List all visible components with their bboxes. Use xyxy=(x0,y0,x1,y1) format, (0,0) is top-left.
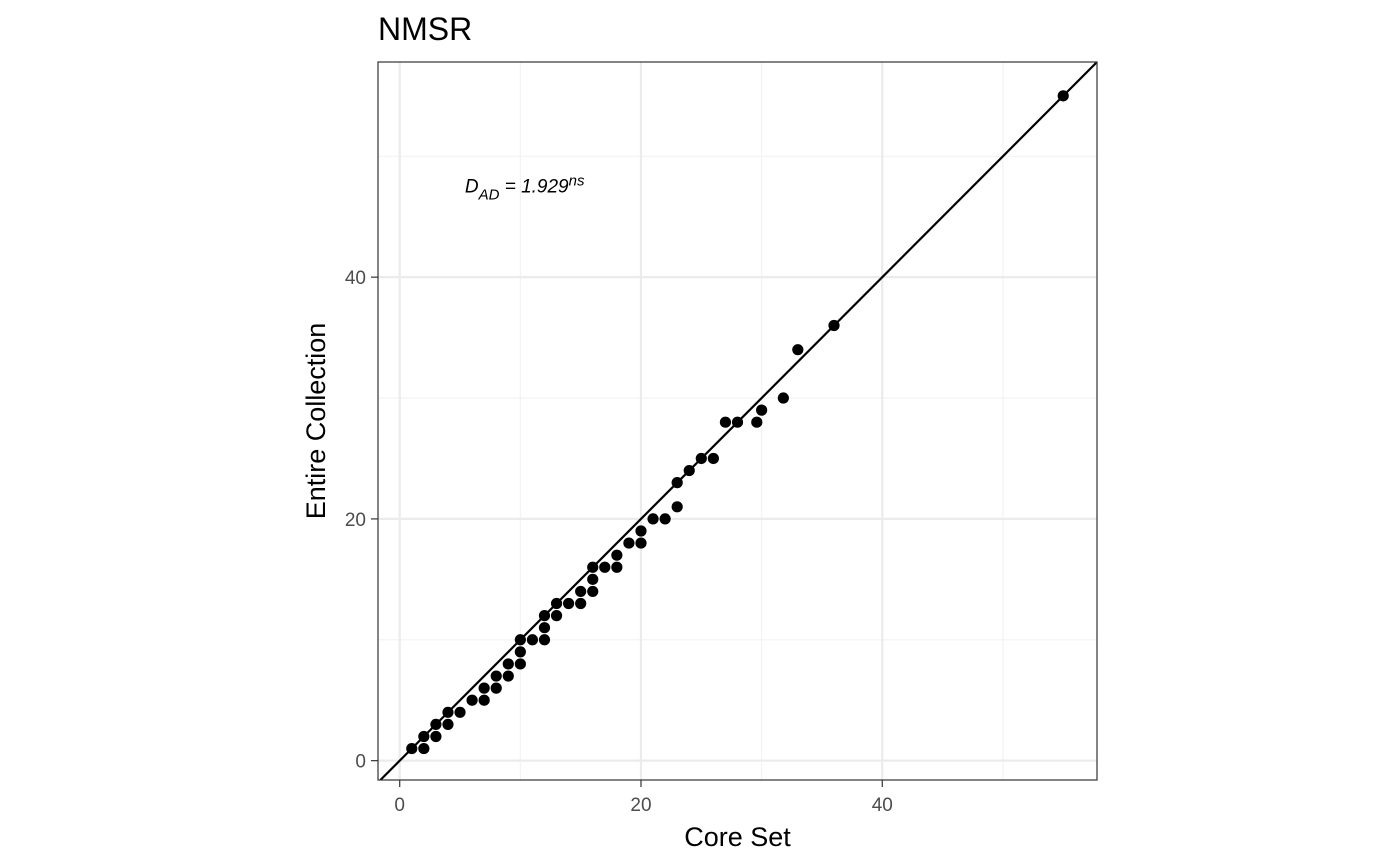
y-tick-label: 0 xyxy=(355,752,366,773)
data-point xyxy=(575,597,587,610)
data-point xyxy=(514,646,526,658)
data-point xyxy=(777,392,789,404)
data-point xyxy=(502,658,514,670)
data-point xyxy=(538,610,551,622)
major-gridlines xyxy=(378,62,1097,780)
data-point xyxy=(418,742,430,755)
panel-border xyxy=(377,61,1098,781)
data-point xyxy=(490,682,502,694)
plot-panel: DAD = 1.929ns xyxy=(377,61,1098,781)
data-point xyxy=(719,416,732,428)
data-point xyxy=(587,573,599,585)
x-tick-label: 0 xyxy=(394,795,405,816)
data-point xyxy=(502,670,514,682)
x-axis-label: Core Set xyxy=(684,822,791,852)
data-point xyxy=(514,634,526,646)
y-axis-label: Entire Collection xyxy=(301,323,331,520)
chart-title: NMSR xyxy=(378,11,472,47)
data-point xyxy=(828,319,840,332)
data-point xyxy=(792,344,804,356)
annotation-value: = 1.929 xyxy=(499,177,569,198)
data-point xyxy=(587,561,599,573)
data-point xyxy=(611,549,623,561)
data-point xyxy=(756,404,768,416)
data-point xyxy=(454,706,466,718)
data-point xyxy=(751,416,763,428)
data-point xyxy=(466,694,478,706)
data-point xyxy=(550,597,563,610)
data-point xyxy=(599,561,611,573)
data-point xyxy=(635,525,647,537)
data-point xyxy=(538,622,551,634)
data-point xyxy=(731,416,744,428)
data-point xyxy=(442,718,454,730)
data-points xyxy=(406,90,1069,755)
data-point xyxy=(563,597,575,610)
annotation-subscript: AD xyxy=(478,187,500,204)
data-point xyxy=(1057,90,1069,102)
data-point xyxy=(671,501,683,513)
data-point xyxy=(647,513,659,525)
data-point xyxy=(478,694,490,706)
data-point xyxy=(707,452,719,465)
data-point xyxy=(587,585,599,598)
data-point xyxy=(442,706,454,718)
statistic-annotation-group: DAD = 1.929ns xyxy=(465,173,585,204)
data-point xyxy=(623,537,635,549)
data-point xyxy=(611,561,623,573)
data-point xyxy=(683,464,695,477)
data-point xyxy=(478,682,490,694)
x-tick-label: 40 xyxy=(872,795,893,816)
y-axis: 0 20 40 xyxy=(345,268,378,773)
data-point xyxy=(430,718,442,730)
x-axis: 0 20 40 xyxy=(394,780,893,816)
annotation-symbol: D xyxy=(465,177,479,198)
y-tick-label: 40 xyxy=(345,268,366,289)
data-point xyxy=(406,742,418,755)
data-point xyxy=(418,730,430,743)
data-point xyxy=(490,670,502,682)
data-point xyxy=(635,537,647,549)
data-point xyxy=(514,658,526,670)
data-point xyxy=(671,477,683,489)
statistic-annotation: DAD = 1.929ns xyxy=(465,173,585,204)
data-point xyxy=(575,585,587,598)
data-point xyxy=(538,634,551,646)
data-point xyxy=(550,610,563,622)
data-point xyxy=(430,730,442,743)
x-tick-label: 20 xyxy=(630,795,651,816)
data-point xyxy=(695,452,707,465)
data-point xyxy=(526,634,539,646)
annotation-superscript: ns xyxy=(569,173,585,190)
data-point xyxy=(659,513,671,525)
y-tick-label: 20 xyxy=(345,510,366,531)
